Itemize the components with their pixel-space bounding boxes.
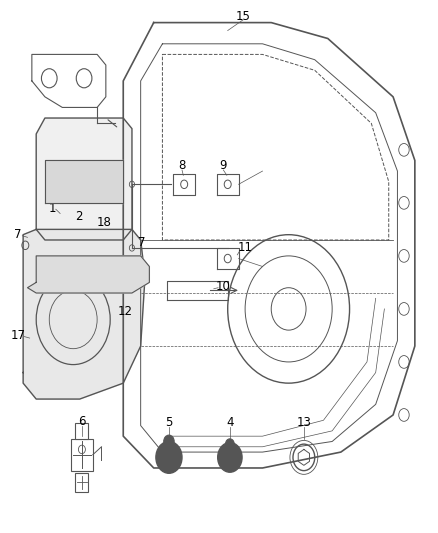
Circle shape [218,442,242,472]
Text: 11: 11 [237,241,253,254]
Polygon shape [36,118,132,240]
Text: 18: 18 [96,216,111,229]
FancyBboxPatch shape [71,439,93,471]
FancyBboxPatch shape [75,473,88,492]
Text: 15: 15 [236,10,251,23]
Polygon shape [45,160,123,203]
Polygon shape [28,256,149,293]
Text: 1: 1 [49,201,57,215]
Circle shape [164,435,174,448]
Text: 2: 2 [75,209,83,223]
Circle shape [226,439,234,449]
Text: 4: 4 [226,416,233,430]
FancyBboxPatch shape [75,423,88,439]
Text: 12: 12 [118,305,133,318]
Polygon shape [23,229,145,399]
Text: 7: 7 [138,236,145,249]
Text: 7: 7 [14,228,21,241]
Text: 8: 8 [178,159,186,172]
Circle shape [156,441,182,473]
Text: 13: 13 [297,416,311,430]
Text: 17: 17 [11,329,25,342]
Text: 10: 10 [216,280,231,293]
Text: 5: 5 [165,416,173,430]
Text: 6: 6 [78,415,86,428]
Text: 9: 9 [219,159,227,172]
